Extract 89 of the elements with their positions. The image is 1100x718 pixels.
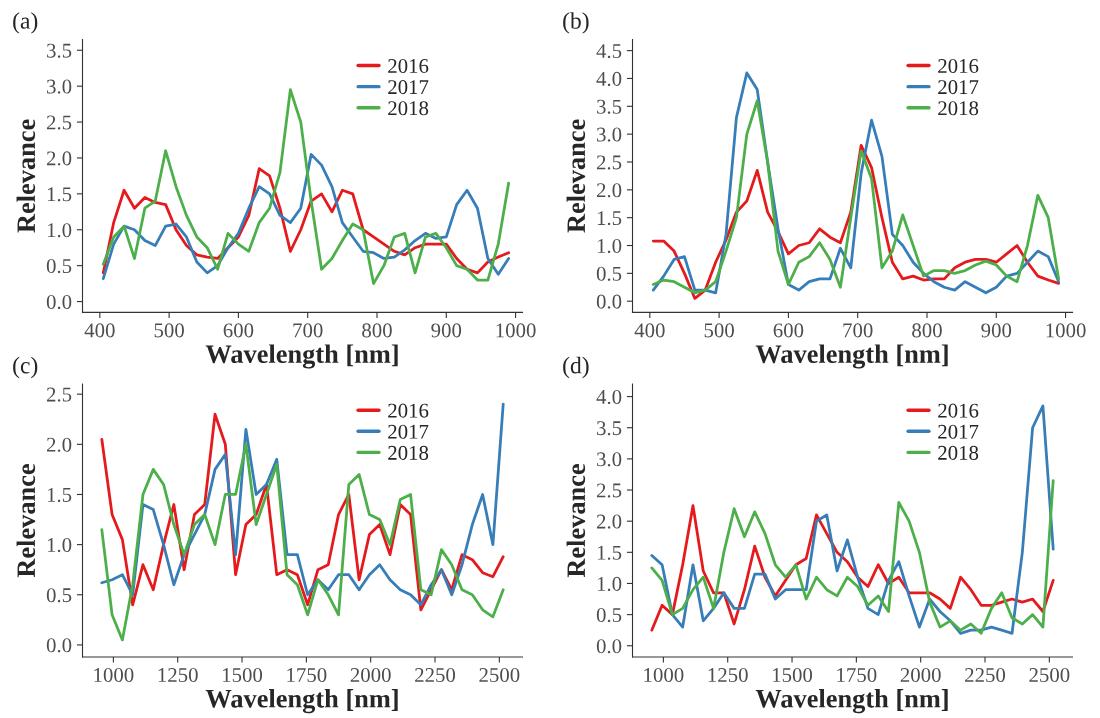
y-tick-label: 2.5 <box>596 155 622 170</box>
legend-label: 2016 <box>938 403 979 418</box>
y-tick-label: 3.0 <box>47 79 72 94</box>
x-tick-label: 800 <box>362 323 392 338</box>
x-tick-label: 900 <box>981 323 1012 338</box>
line-series <box>650 404 1055 635</box>
x-tick-label: 400 <box>634 323 665 338</box>
chart-title: (a) <box>13 12 38 34</box>
x-tick-label: 400 <box>84 323 115 338</box>
x-axis-title: Wavelength [nm] <box>205 689 398 714</box>
x-tick-label: 700 <box>293 323 323 338</box>
x-tick-label: 2500 <box>479 667 520 683</box>
y-tick-label: 3.5 <box>597 99 622 114</box>
x-tick-label: 2250 <box>415 667 456 683</box>
y-tick-label: 3.5 <box>597 421 622 436</box>
y-tick-label: 4.0 <box>596 71 622 86</box>
chart-title: (c) <box>13 356 38 379</box>
legend-label: 2017 <box>388 80 429 95</box>
y-tick-label: 0.0 <box>596 639 622 654</box>
line-series <box>650 479 1055 635</box>
y-tick-label: 1.0 <box>47 538 72 553</box>
x-tick-label: 2250 <box>965 667 1006 683</box>
x-axis-title: Wavelength [nm] <box>205 344 398 369</box>
y-tick-label: 0.0 <box>596 294 622 309</box>
x-tick-label: 800 <box>912 323 942 338</box>
y-tick-label: 3.0 <box>597 127 622 142</box>
x-tick-label: 1500 <box>773 667 813 683</box>
legend-label: 2018 <box>938 445 979 460</box>
y-axis-title: Relevance <box>566 119 586 233</box>
y-tick-label: 1.0 <box>47 223 72 238</box>
y-tick-label: 1.5 <box>597 211 622 226</box>
y-axis-title: Relevance <box>16 464 36 578</box>
x-tick-label: 700 <box>843 323 873 338</box>
y-tick-label: 1.5 <box>47 187 72 202</box>
x-tick-label: 600 <box>223 323 254 338</box>
x-tick-label: 1000 <box>496 323 536 338</box>
chart-title: (b) <box>563 12 589 34</box>
x-tick-label: 2000 <box>900 667 941 683</box>
y-tick-label: 0.5 <box>596 607 622 623</box>
x-tick-label: 1750 <box>287 667 327 683</box>
legend-label: 2018 <box>388 445 429 460</box>
y-tick-label: 2.0 <box>46 151 72 166</box>
legend-label: 2017 <box>388 424 429 439</box>
y-tick-label: 3.0 <box>597 452 622 467</box>
line-series <box>100 442 505 642</box>
y-tick-label: 0.5 <box>46 259 72 274</box>
x-tick-label: 1250 <box>158 667 198 683</box>
y-tick-label: 4.5 <box>596 44 622 59</box>
legend-label: 2017 <box>938 80 979 95</box>
y-tick-label: 2.0 <box>46 437 72 452</box>
legend-label: 2017 <box>938 424 979 439</box>
x-tick-label: 1250 <box>708 667 748 683</box>
x-tick-label: 900 <box>431 323 462 338</box>
y-tick-label: 0.5 <box>596 266 622 281</box>
x-tick-label: 1500 <box>223 667 263 683</box>
y-tick-label: 2.0 <box>596 183 622 198</box>
y-axis-title: Relevance <box>566 464 586 578</box>
legend-label: 2016 <box>938 58 979 74</box>
y-tick-label: 0.0 <box>46 638 72 653</box>
y-axis-title: Relevance <box>16 119 36 233</box>
y-tick-label: 0.0 <box>46 294 72 310</box>
x-tick-label: 500 <box>704 323 734 338</box>
y-tick-label: 1.0 <box>597 576 622 591</box>
x-tick-label: 2000 <box>350 667 391 683</box>
x-tick-label: 2500 <box>1029 667 1070 683</box>
legend-label: 2018 <box>388 101 429 116</box>
y-tick-label: 2.5 <box>596 483 622 498</box>
x-axis-title: Wavelength [nm] <box>755 344 948 369</box>
x-tick-label: 1000 <box>644 667 684 683</box>
y-tick-label: 2.5 <box>46 115 72 130</box>
x-tick-label: 1000 <box>1046 323 1086 338</box>
y-tick-label: 2.5 <box>46 387 72 402</box>
chart-title: (d) <box>563 356 589 379</box>
y-tick-label: 0.5 <box>46 588 72 603</box>
y-tick-label: 1.5 <box>597 545 622 560</box>
y-tick-label: 1.5 <box>47 487 72 502</box>
x-tick-label: 1750 <box>837 667 877 683</box>
legend-label: 2018 <box>938 101 979 116</box>
line-series <box>101 152 511 280</box>
y-tick-label: 4.0 <box>596 389 622 405</box>
y-tick-label: 2.0 <box>596 514 622 529</box>
y-tick-label: 3.5 <box>47 43 72 58</box>
legend-label: 2016 <box>388 403 429 418</box>
y-tick-label: 1.0 <box>597 238 622 254</box>
x-tick-label: 600 <box>773 323 804 338</box>
x-tick-label: 1000 <box>94 667 134 683</box>
x-axis-title: Wavelength [nm] <box>755 689 948 714</box>
x-tick-label: 500 <box>154 323 184 338</box>
legend-label: 2016 <box>388 58 429 74</box>
